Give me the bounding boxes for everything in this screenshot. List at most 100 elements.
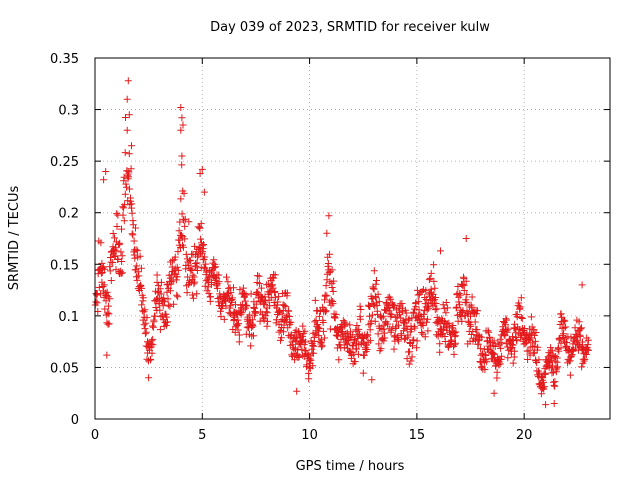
data-point (149, 341, 157, 349)
x-tick-label: 15 (409, 428, 426, 443)
data-point (504, 325, 512, 333)
data-point (160, 294, 168, 302)
data-point (463, 298, 471, 306)
data-point (97, 290, 105, 298)
data-point (321, 334, 329, 342)
data-point (106, 295, 114, 303)
data-point (95, 284, 103, 291)
data-point (406, 348, 414, 356)
data-point (504, 354, 512, 362)
data-point (322, 308, 329, 316)
y-tick-label: 0.05 (50, 361, 79, 376)
data-point (193, 259, 201, 267)
data-point (197, 235, 205, 243)
y-tick-label: 0.2 (58, 207, 79, 222)
data-point (247, 342, 255, 350)
data-point (363, 346, 371, 353)
data-point (200, 188, 208, 196)
data-point (141, 330, 149, 338)
data-point (371, 317, 379, 325)
data-point (343, 329, 351, 337)
x-tick-label: 5 (198, 428, 206, 443)
data-point (410, 336, 418, 344)
data-point (230, 284, 237, 292)
data-point (509, 333, 516, 341)
data-point (116, 239, 124, 247)
data-point (298, 351, 306, 359)
data-point (369, 285, 377, 292)
data-point (582, 351, 590, 358)
data-point (123, 95, 131, 103)
data-point (421, 333, 429, 341)
y-tick-label: 0.25 (50, 155, 79, 170)
data-point (120, 204, 128, 212)
data-point (548, 369, 556, 377)
data-point (579, 338, 586, 346)
data-point (193, 267, 201, 274)
data-point (377, 345, 385, 353)
data-point (427, 269, 435, 277)
data-point (516, 304, 524, 312)
data-point (379, 325, 387, 333)
data-point (278, 310, 286, 318)
data-point (274, 298, 282, 306)
data-point (343, 340, 351, 348)
data-point (580, 357, 588, 365)
data-point (139, 294, 147, 302)
data-point (462, 277, 470, 285)
data-point (474, 307, 481, 315)
data-point (375, 298, 383, 306)
data-point (526, 351, 534, 359)
data-point (532, 357, 540, 365)
data-point (207, 268, 215, 276)
data-point (452, 339, 459, 347)
data-point (374, 330, 382, 338)
data-point (430, 261, 438, 269)
data-point (225, 284, 233, 292)
data-point (126, 201, 134, 209)
data-point (310, 349, 317, 357)
data-point (496, 360, 504, 368)
data-point (235, 331, 243, 339)
data-point (310, 333, 318, 341)
data-point (128, 230, 136, 238)
data-point (200, 241, 207, 248)
data-point (103, 288, 111, 296)
data-point (489, 349, 497, 357)
data-point (372, 280, 380, 288)
data-point (442, 309, 450, 317)
data-point (438, 331, 446, 339)
data-point (277, 334, 285, 342)
data-point (577, 325, 585, 333)
data-point (260, 316, 268, 324)
data-point (490, 337, 498, 345)
data-point (135, 272, 143, 280)
data-point (415, 306, 423, 314)
data-point (105, 302, 113, 310)
data-point (366, 312, 373, 320)
data-point (100, 281, 108, 289)
data-point (118, 252, 126, 260)
data-point (379, 312, 387, 320)
data-point (197, 220, 205, 228)
data-point (120, 217, 128, 225)
data-point (448, 336, 456, 344)
data-point (511, 347, 519, 355)
data-point (534, 343, 542, 351)
data-point (173, 273, 181, 281)
data-point (462, 235, 470, 242)
data-point (431, 284, 439, 292)
data-point (368, 376, 376, 384)
data-point (424, 327, 432, 335)
data-point (134, 268, 142, 276)
data-point (236, 286, 244, 294)
data-point (109, 259, 117, 266)
data-point (323, 292, 331, 300)
data-point (233, 322, 241, 329)
data-point (393, 317, 401, 325)
data-point (581, 355, 589, 363)
data-point (180, 216, 188, 224)
data-point (554, 363, 562, 371)
data-point (385, 307, 393, 315)
